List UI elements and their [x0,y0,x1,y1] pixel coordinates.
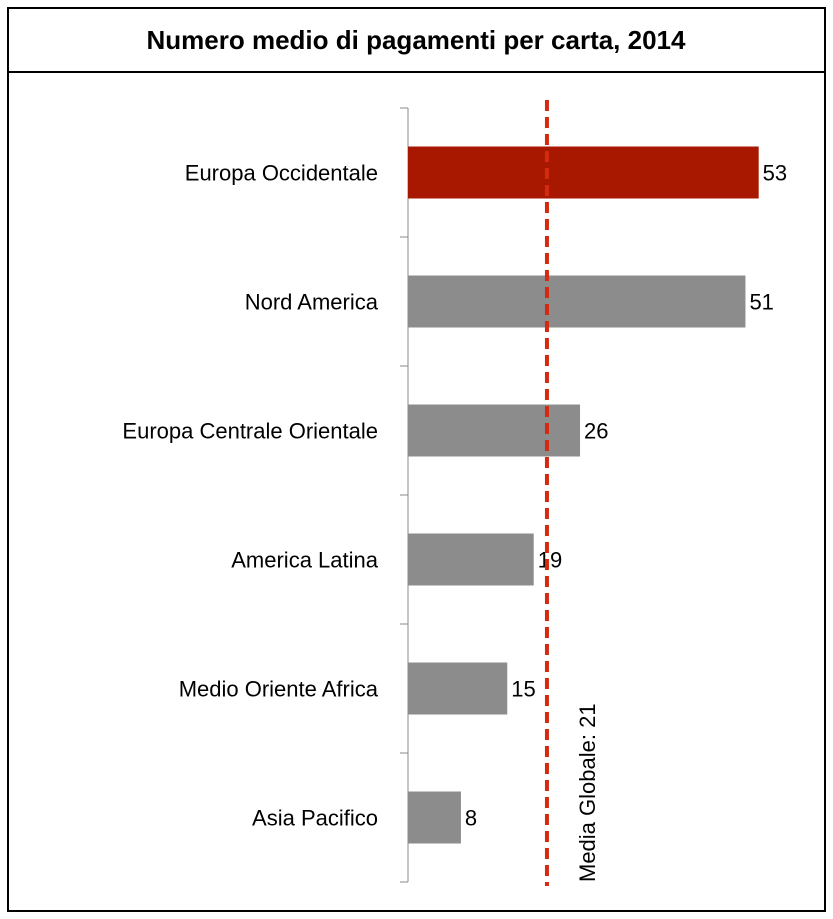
value-label: 26 [584,418,608,443]
bar [408,791,461,844]
bar [408,404,581,457]
y-tick-label: Asia Pacifico [252,805,378,830]
value-label: 15 [511,676,535,701]
reference-label: Media Globale: 21 [575,703,600,882]
bar [408,533,534,586]
y-tick-label: Europa Occidentale [185,160,378,185]
chart-title: Numero medio di pagamenti per carta, 201… [147,25,686,55]
bar [408,662,508,715]
value-label: 51 [749,289,773,314]
frame [7,7,826,912]
y-tick-label: Nord America [245,289,379,314]
y-tick-label: Europa Centrale Orientale [122,418,378,443]
bar [408,275,746,328]
value-label: 19 [538,547,562,572]
y-tick-label: Medio Oriente Africa [179,676,379,701]
value-label: 8 [465,805,477,830]
y-tick-label: America Latina [231,547,379,572]
value-label: 53 [763,160,787,185]
bar [408,146,759,199]
